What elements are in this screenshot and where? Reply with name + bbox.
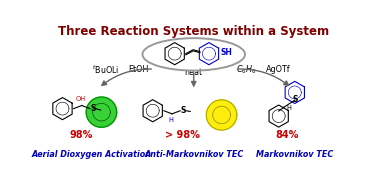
Text: > 98%: > 98%	[164, 130, 200, 140]
Text: $C_6H_6$: $C_6H_6$	[236, 64, 257, 76]
Text: S: S	[292, 95, 297, 104]
Text: Aerial Dioxygen Activation: Aerial Dioxygen Activation	[31, 150, 151, 159]
Text: AgOTf: AgOTf	[265, 65, 290, 74]
Text: neat: neat	[185, 68, 203, 77]
Text: S: S	[91, 104, 96, 113]
Text: $^t$BuOLi: $^t$BuOLi	[91, 64, 119, 76]
Text: Markovnikov TEC: Markovnikov TEC	[256, 150, 333, 159]
Text: Three Reaction Systems within a System: Three Reaction Systems within a System	[58, 25, 329, 38]
Text: H: H	[169, 117, 173, 123]
Text: H: H	[286, 105, 291, 111]
Polygon shape	[206, 100, 237, 130]
Text: 84%: 84%	[276, 130, 299, 140]
Polygon shape	[86, 97, 117, 127]
Text: EtOH: EtOH	[128, 65, 148, 74]
Text: OH: OH	[76, 96, 86, 102]
Text: S: S	[181, 106, 186, 115]
Text: SH: SH	[221, 48, 232, 57]
Text: Anti-Markovnikov TEC: Anti-Markovnikov TEC	[144, 150, 243, 159]
Text: 98%: 98%	[69, 130, 93, 140]
